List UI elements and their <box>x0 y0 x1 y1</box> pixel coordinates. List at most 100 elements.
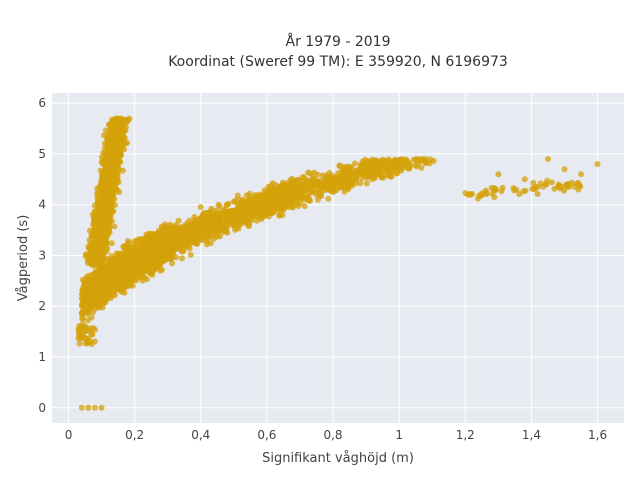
data-point <box>215 201 222 208</box>
data-point <box>316 189 323 196</box>
data-point <box>397 157 404 163</box>
data-point <box>91 326 98 333</box>
data-point <box>293 198 300 204</box>
data-point <box>151 241 158 248</box>
data-point <box>568 179 575 186</box>
data-point <box>176 238 183 245</box>
data-point <box>253 217 260 224</box>
data-point <box>97 302 103 309</box>
data-point <box>105 261 112 267</box>
data-point <box>124 238 131 244</box>
data-point <box>385 168 392 175</box>
data-point <box>115 267 122 274</box>
data-point <box>239 198 246 204</box>
data-point <box>88 232 95 239</box>
data-point <box>133 274 140 281</box>
data-point <box>76 340 83 347</box>
data-point <box>325 195 332 202</box>
data-point <box>106 159 113 166</box>
x-tick-label: 0,6 <box>257 428 276 442</box>
data-point <box>314 171 321 178</box>
data-point <box>495 171 502 178</box>
data-point <box>492 185 498 192</box>
data-point <box>295 182 302 189</box>
data-point <box>561 166 568 173</box>
data-point <box>156 227 162 234</box>
data-point <box>545 156 551 162</box>
data-point <box>520 188 527 195</box>
data-point <box>206 209 213 216</box>
data-point <box>530 179 537 186</box>
x-tick-label: 0 <box>65 428 73 442</box>
data-point <box>201 229 207 236</box>
data-point <box>89 331 96 338</box>
data-point <box>243 192 250 199</box>
data-point <box>143 276 150 283</box>
data-point <box>134 258 140 265</box>
data-point <box>265 213 272 220</box>
data-point <box>107 218 113 225</box>
data-point <box>576 182 583 189</box>
data-point <box>119 141 125 148</box>
x-tick-label: 0,2 <box>125 428 144 442</box>
data-point <box>259 205 266 212</box>
data-point <box>563 182 570 188</box>
data-point <box>144 256 151 263</box>
data-point <box>152 235 159 242</box>
data-point <box>344 182 351 189</box>
data-point <box>94 218 101 225</box>
data-point <box>348 165 355 172</box>
data-point <box>305 169 312 176</box>
data-point <box>104 199 111 206</box>
y-tick-label: 0 <box>38 401 46 415</box>
data-point <box>131 264 138 270</box>
data-point <box>268 199 275 206</box>
data-point <box>363 180 370 187</box>
data-point <box>173 221 180 228</box>
data-point <box>131 245 138 252</box>
data-point <box>184 220 191 227</box>
data-point <box>277 195 283 201</box>
data-point <box>329 181 335 188</box>
data-point <box>377 172 383 179</box>
data-point <box>110 255 117 262</box>
data-point <box>301 203 308 210</box>
data-point <box>167 230 173 236</box>
data-point <box>314 196 321 203</box>
data-point <box>410 156 417 163</box>
data-point <box>213 226 220 233</box>
data-point <box>117 152 123 159</box>
data-point <box>99 260 105 267</box>
data-point <box>164 235 171 242</box>
data-point <box>400 161 407 168</box>
data-point <box>86 325 93 332</box>
y-tick-label: 2 <box>38 299 46 313</box>
data-point <box>417 158 424 164</box>
data-point <box>98 269 105 276</box>
data-point <box>112 133 119 140</box>
data-point <box>233 213 240 220</box>
data-point <box>85 286 92 293</box>
data-point <box>312 183 318 190</box>
data-point <box>364 173 371 180</box>
data-point <box>110 139 116 146</box>
data-point <box>98 404 105 411</box>
data-point <box>143 231 150 238</box>
data-point <box>371 175 378 182</box>
data-point <box>157 243 163 249</box>
data-point <box>116 146 123 153</box>
data-point <box>125 252 132 259</box>
data-point <box>578 171 584 178</box>
data-point <box>344 178 351 185</box>
x-axis-title: Signifikant våghöjd (m) <box>262 451 414 466</box>
data-point <box>86 292 93 299</box>
data-point <box>388 173 395 180</box>
data-point <box>194 232 201 239</box>
data-point <box>250 203 257 209</box>
data-point <box>284 200 291 207</box>
data-point <box>182 240 189 247</box>
data-point <box>290 190 297 197</box>
